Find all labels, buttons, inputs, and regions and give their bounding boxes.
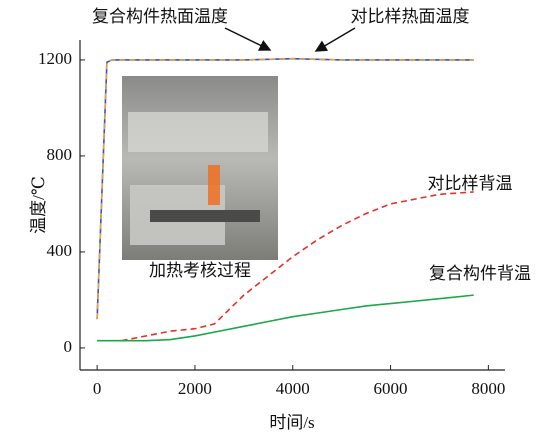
x-tick-label: 6000: [374, 379, 408, 398]
series-label: 对比样热面温度: [351, 7, 470, 26]
x-tick-label: 2000: [178, 379, 212, 398]
arrow: [224, 27, 272, 51]
arrow: [314, 27, 356, 52]
series-label: 对比样背温: [428, 174, 513, 193]
y-tick-label: 0: [64, 337, 73, 356]
y-tick-label: 800: [47, 145, 73, 164]
series-label: 复合构件热面温度: [92, 7, 228, 26]
photo: [122, 76, 278, 260]
series-line: [121, 191, 474, 342]
series-line: [96, 57, 474, 320]
x-tick-label: 4000: [276, 379, 310, 398]
y-axis-label: 温度/℃: [29, 176, 48, 234]
x-tick-label: 8000: [471, 379, 505, 398]
x-tick-label: 0: [93, 379, 102, 398]
series-label: 复合构件背温: [429, 264, 531, 283]
photo-caption: 加热考核过程: [149, 261, 251, 280]
y-tick-label: 400: [47, 241, 73, 260]
y-tick-label: 1200: [38, 49, 72, 68]
x-axis-label: 时间/s: [269, 413, 314, 432]
series-line: [97, 294, 474, 342]
